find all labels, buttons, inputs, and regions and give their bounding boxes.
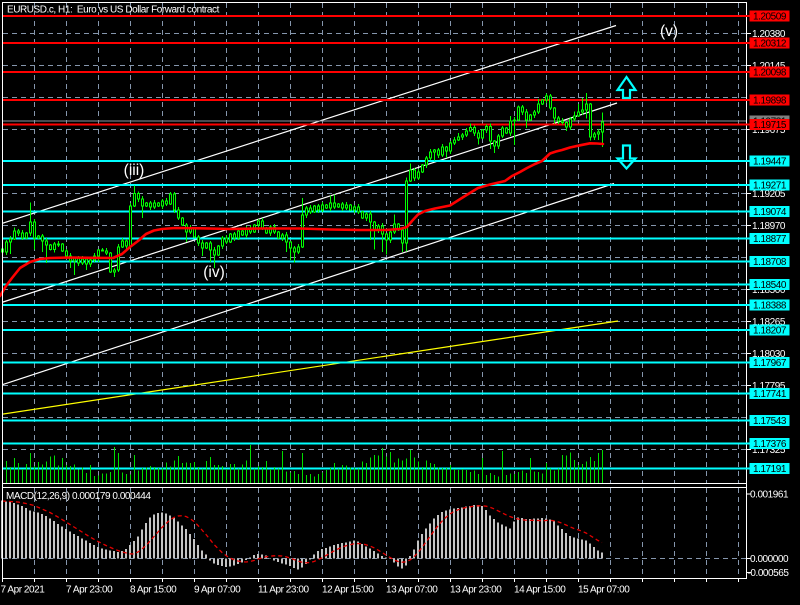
svg-text:0.001961: 0.001961 — [750, 490, 789, 501]
svg-text:1.20509: 1.20509 — [753, 12, 787, 23]
svg-text:1.18388: 1.18388 — [753, 301, 787, 312]
svg-text:14 Apr 15:00: 14 Apr 15:00 — [514, 585, 566, 596]
svg-text:1.18500: 1.18500 — [752, 285, 786, 296]
svg-text:1.19675: 1.19675 — [752, 125, 786, 136]
svg-text:1.18877: 1.18877 — [753, 234, 787, 245]
svg-text:(iii): (iii) — [124, 162, 145, 179]
svg-text:12 Apr 15:00: 12 Apr 15:00 — [322, 585, 374, 596]
svg-text:0.000000: 0.000000 — [750, 554, 789, 565]
svg-text:1.18708: 1.18708 — [753, 257, 787, 268]
svg-text:11 Apr 23:00: 11 Apr 23:00 — [258, 585, 309, 596]
svg-text:1.19715: 1.19715 — [753, 120, 787, 131]
svg-text:9 Apr 07:00: 9 Apr 07:00 — [194, 585, 241, 596]
svg-text:1.18030: 1.18030 — [752, 349, 786, 360]
svg-text:1.19205: 1.19205 — [752, 189, 786, 200]
svg-text:8 Apr 15:00: 8 Apr 15:00 — [130, 585, 177, 596]
svg-text:MACD(12,26,9) 0.000179 0.00044: MACD(12,26,9) 0.000179 0.000444 — [6, 491, 151, 502]
svg-text:(v): (v) — [660, 23, 678, 40]
svg-text:1.18265: 1.18265 — [752, 317, 786, 328]
svg-text:EURUSD.c, H1: Euro vs US Doll: EURUSD.c, H1: Euro vs US Dollar Forward … — [7, 5, 220, 16]
svg-text:1.17325: 1.17325 — [752, 445, 786, 456]
svg-text:1.18540: 1.18540 — [753, 280, 787, 291]
svg-text:1.17543: 1.17543 — [753, 416, 787, 427]
svg-text:1.19898: 1.19898 — [753, 96, 787, 107]
svg-text:1.17967: 1.17967 — [753, 358, 787, 369]
svg-text:1.17795: 1.17795 — [752, 381, 786, 392]
svg-text:7 Apr 2021: 7 Apr 2021 — [1, 585, 46, 596]
svg-text:1.18207: 1.18207 — [753, 326, 787, 337]
svg-text:-0.000565: -0.000565 — [748, 568, 790, 579]
svg-text:1.20098: 1.20098 — [753, 68, 787, 79]
svg-text:1.20380: 1.20380 — [752, 29, 786, 40]
svg-text:1.20312: 1.20312 — [753, 39, 787, 50]
svg-text:1.19271: 1.19271 — [753, 181, 787, 192]
svg-text:13 Apr 23:00: 13 Apr 23:00 — [450, 585, 502, 596]
svg-text:1.18970: 1.18970 — [752, 221, 786, 232]
svg-text:1.17741: 1.17741 — [753, 389, 787, 400]
svg-text:13 Apr 07:00: 13 Apr 07:00 — [386, 585, 438, 596]
svg-text:(iv): (iv) — [203, 264, 225, 281]
svg-text:1.17191: 1.17191 — [753, 464, 787, 475]
svg-text:1.19074: 1.19074 — [753, 207, 787, 218]
svg-text:7 Apr 23:00: 7 Apr 23:00 — [66, 585, 113, 596]
svg-text:15 Apr 07:00: 15 Apr 07:00 — [578, 585, 630, 596]
svg-text:1.17376: 1.17376 — [753, 439, 787, 450]
svg-text:1.19447: 1.19447 — [753, 157, 787, 168]
